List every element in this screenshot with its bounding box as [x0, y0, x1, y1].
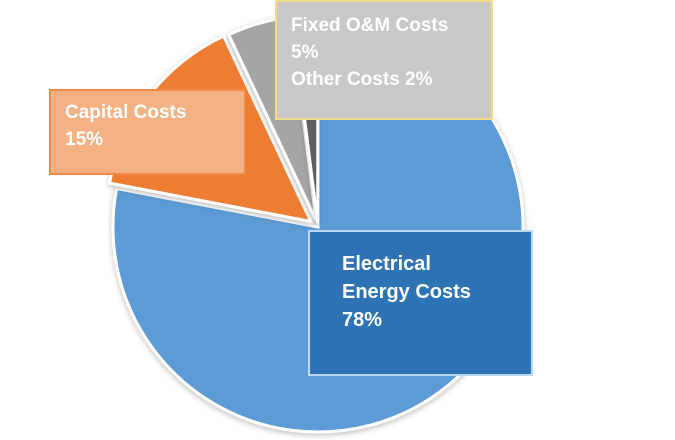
- electrical-energy-name-line2: Energy Costs: [342, 281, 471, 303]
- other-costs-label: Other Costs 2%: [291, 69, 433, 90]
- electrical-energy-costs-label: Electrical Energy Costs 78%: [308, 230, 533, 376]
- electrical-energy-name-line1: Electrical: [342, 253, 431, 275]
- fixed-om-costs-percent: 5%: [291, 42, 319, 63]
- fixed-om-costs-label: Fixed O&M Costs 5% Other Costs 2%: [275, 0, 493, 120]
- capital-costs-percent: 15%: [65, 129, 104, 150]
- electrical-energy-percent: 78%: [342, 309, 383, 331]
- capital-costs-name: Capital Costs: [65, 102, 187, 123]
- capital-costs-label: Capital Costs 15%: [49, 89, 246, 175]
- fixed-om-costs-name: Fixed O&M Costs: [291, 15, 449, 36]
